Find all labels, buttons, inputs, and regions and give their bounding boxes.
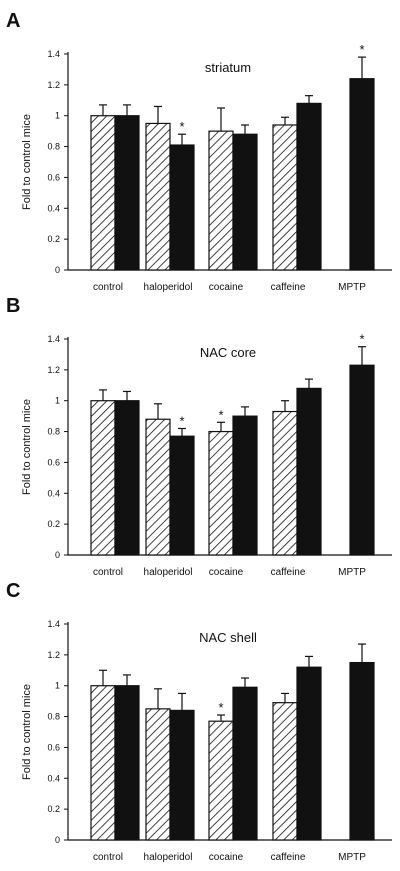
- bar-hatched: [90, 685, 116, 841]
- panel-letter: C: [6, 580, 21, 602]
- y-tick-label: 0.4: [47, 773, 60, 783]
- chart-title: striatum: [205, 60, 251, 75]
- x-category-label: cocaine: [209, 852, 244, 863]
- bar-solid: [349, 78, 375, 271]
- bar-solid: [349, 364, 375, 556]
- panel-c: C 0 0.2 0.4 0.6 0.8 1 1.2 1.4 Fold to control mi…: [0, 580, 400, 863]
- panel-letter: A: [6, 10, 21, 32]
- bar-hatched: [145, 122, 171, 271]
- y-axis-label: Fold to control mice: [21, 399, 33, 495]
- bar-hatched: [208, 130, 234, 271]
- x-category-label: cocaine: [209, 282, 244, 293]
- nac-shell-bar-chart: 0 0.2 0.4 0.6 0.8 1 1.2 1.4 Fold to control mice…: [21, 619, 392, 863]
- x-category-label: haloperidol: [144, 852, 193, 863]
- y-tick-label: 1: [55, 681, 60, 691]
- x-category-label: caffeine: [271, 567, 306, 578]
- y-tick-label: 1.2: [47, 365, 60, 375]
- x-category-label: MPTP: [338, 282, 366, 293]
- y-tick-label: 0.2: [47, 234, 60, 244]
- y-tick-label: 0.6: [47, 172, 60, 182]
- bar-hatched: [272, 410, 298, 556]
- x-category-label: caffeine: [271, 852, 306, 863]
- y-tick-label: 0: [55, 265, 60, 275]
- significance-star: *: [179, 119, 184, 134]
- y-tick-label: 0.2: [47, 804, 60, 814]
- bar-solid: [169, 709, 195, 841]
- x-category-label: control: [93, 567, 123, 578]
- significance-star: *: [218, 407, 223, 422]
- y-axis-label: Fold to control mice: [21, 684, 33, 780]
- bar-solid: [169, 435, 195, 556]
- panel-letter: B: [6, 295, 21, 317]
- y-tick-label: 1.2: [47, 650, 60, 660]
- bar-hatched: [145, 418, 171, 556]
- bar-hatched: [90, 400, 116, 556]
- y-tick-label: 0.6: [47, 457, 60, 467]
- bar-solid: [114, 115, 140, 271]
- y-tick-label: 0: [55, 550, 60, 560]
- bar-solid: [114, 685, 140, 841]
- bar-hatched: [208, 430, 234, 556]
- y-tick-label: 0.4: [47, 203, 60, 213]
- y-tick-label: 1.4: [47, 49, 60, 59]
- significance-star: *: [359, 332, 364, 347]
- y-tick-label: 0.8: [47, 712, 60, 722]
- y-tick-label: 0.8: [47, 142, 60, 152]
- y-tick-label: 0.2: [47, 519, 60, 529]
- y-tick-label: 1.4: [47, 334, 60, 344]
- y-axis-label: Fold to control mice: [21, 114, 33, 210]
- x-category-label: MPTP: [338, 852, 366, 863]
- y-tick-label: 0.4: [47, 488, 60, 498]
- bar-solid: [232, 415, 258, 556]
- x-category-label: caffeine: [271, 282, 306, 293]
- x-category-label: control: [93, 852, 123, 863]
- bar-solid: [114, 400, 140, 556]
- bar-solid: [296, 387, 322, 556]
- bar-solid: [169, 144, 195, 271]
- panel-a: A 0 0.2 0.4 0.6 0.8 1 1.2 1.4 Fold to control mi…: [0, 10, 400, 293]
- chart-title: NAC shell: [199, 630, 257, 645]
- x-category-label: MPTP: [338, 567, 366, 578]
- significance-star: *: [359, 42, 364, 57]
- bar-solid: [232, 133, 258, 271]
- x-category-label: cocaine: [209, 567, 244, 578]
- bar-hatched: [272, 702, 298, 841]
- y-tick-label: 0: [55, 835, 60, 845]
- chart-title: NAC core: [200, 345, 256, 360]
- striatum-bar-chart: 0 0.2 0.4 0.6 0.8 1 1.2 1.4 Fold to control mice…: [21, 42, 392, 293]
- x-category-label: haloperidol: [144, 282, 193, 293]
- bar-solid: [349, 661, 375, 841]
- bar-solid: [296, 666, 322, 841]
- y-tick-label: 1: [55, 396, 60, 406]
- bar-hatched: [145, 708, 171, 841]
- bar-hatched: [90, 115, 116, 271]
- bar-solid: [232, 686, 258, 841]
- bar-solid: [296, 102, 322, 271]
- x-category-label: haloperidol: [144, 567, 193, 578]
- bar-hatched: [272, 124, 298, 271]
- y-tick-label: 1.4: [47, 619, 60, 629]
- y-tick-label: 1.2: [47, 80, 60, 90]
- y-tick-label: 0.8: [47, 427, 60, 437]
- y-tick-label: 1: [55, 111, 60, 121]
- panel-b: B 0 0.2 0.4 0.6 0.8 1 1.2 1.4 Fold to control mi…: [0, 295, 400, 578]
- significance-star: *: [218, 700, 223, 715]
- significance-star: *: [179, 413, 184, 428]
- nac-core-bar-chart: 0 0.2 0.4 0.6 0.8 1 1.2 1.4 Fold to control mice…: [21, 332, 392, 578]
- bar-hatched: [208, 720, 234, 841]
- x-category-label: control: [93, 282, 123, 293]
- y-tick-label: 0.6: [47, 742, 60, 752]
